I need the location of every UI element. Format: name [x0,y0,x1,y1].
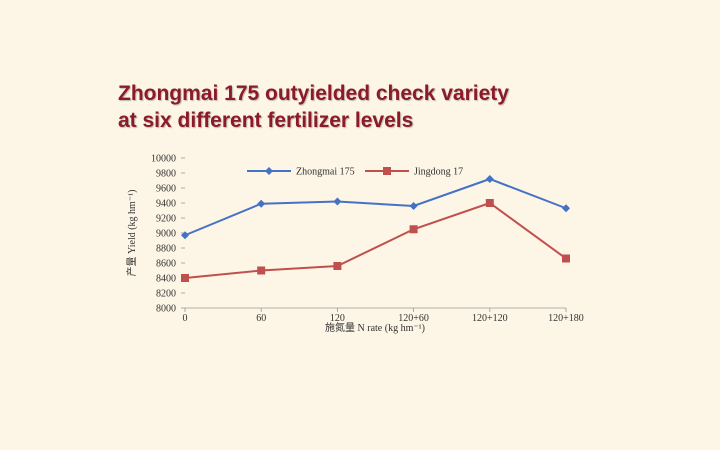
y-tick-label: 8400 [156,274,176,285]
slide-title-line-2: at six different fertilizer levels [118,109,414,132]
x-tick-label: 0 [183,313,188,324]
data-point [181,274,189,282]
data-point [333,197,342,206]
y-tick-label: 9800 [156,169,176,180]
y-tick-label: 10000 [151,154,176,165]
data-point [485,175,494,183]
y-tick-label: 9400 [156,199,176,210]
chart-legend: Zhongmai 175 Jingdong 17 [247,167,463,178]
slide-title-line-1: Zhongmai 175 outyielded check variety [118,82,509,105]
x-tick-label: 120+60 [398,313,429,324]
legend-label: Zhongmai 175 [296,167,355,178]
series-line [184,177,567,237]
data-point [333,262,342,270]
data-point [409,202,418,210]
y-tick-label: 8800 [156,244,176,255]
data-point [485,199,494,207]
chart-series [181,175,570,282]
legend-label: Jingdong 17 [414,167,463,178]
legend-marker [265,167,273,175]
data-point [409,225,418,234]
x-axis-label: 施氮量 N rate (kg hm⁻¹) [325,321,425,334]
data-point [257,199,266,208]
data-point [181,231,189,240]
data-point [257,266,266,275]
series-2 [181,199,570,282]
y-tick-label: 9000 [156,229,176,240]
x-tick-label: 120 [330,313,345,324]
chart-axes: 8000 8200 8400 8600 8800 9000 9200 9400 9600 9800… [151,154,584,325]
legend-marker [383,167,391,175]
x-tick-label: 60 [256,313,266,324]
y-tick-label: 8000 [156,304,176,315]
slide-title: Zhongmai 175 outyielded check variety at… [118,80,638,134]
series-line [184,201,567,279]
x-tick-label: 120+120 [472,313,508,324]
series-1 [181,175,570,240]
y-tick-label: 8200 [156,289,176,300]
y-tick-label: 9600 [156,184,176,195]
y-tick-label: 9200 [156,214,176,225]
y-axis-label: 产量 Yield (kg hm⁻¹) [125,190,138,277]
x-tick-label: 120+180 [548,313,584,324]
data-point [562,254,570,263]
data-point [562,204,570,213]
y-tick-label: 8600 [156,259,176,270]
